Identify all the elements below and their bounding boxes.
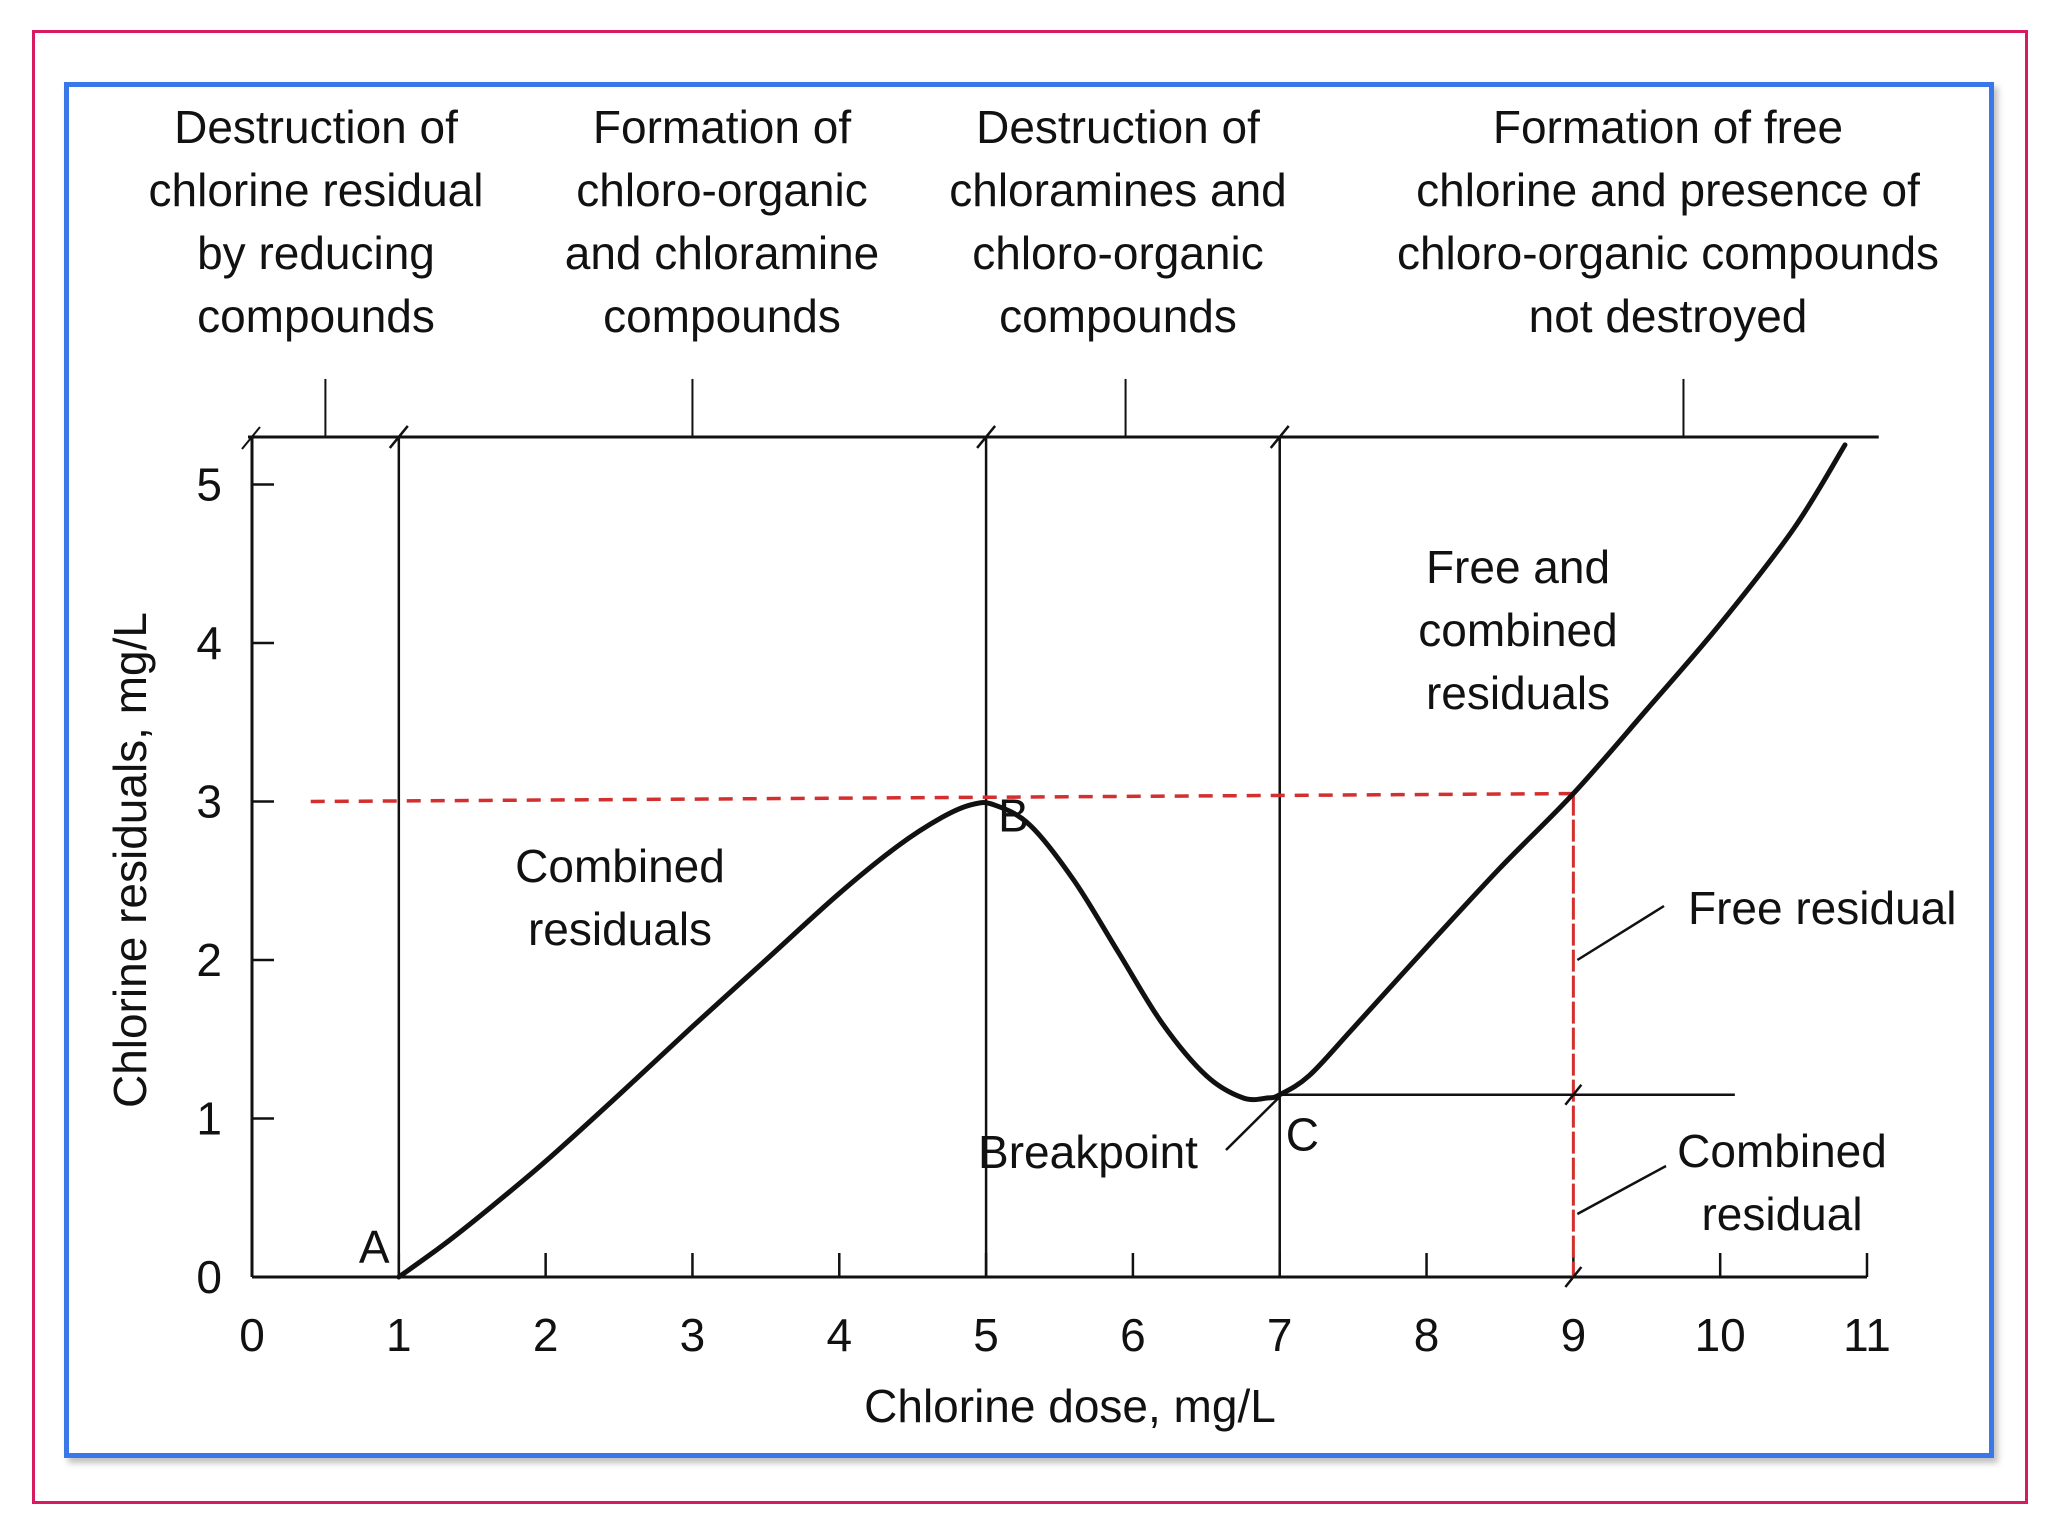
point-label-a: A	[359, 1221, 390, 1273]
boundary-tick-mark	[976, 425, 997, 449]
dashed-residual-level-line	[310, 791, 1574, 804]
region-label-4-line: not destroyed	[1529, 290, 1808, 342]
free-and-combined-label: Free and	[1426, 541, 1610, 593]
x-tick-label: 2	[533, 1309, 559, 1361]
region-label-3-line: chloro-organic	[972, 227, 1263, 279]
x-tick-label: 5	[973, 1309, 999, 1361]
region-label-2-line: compounds	[603, 290, 841, 342]
x-tick-label: 6	[1120, 1309, 1146, 1361]
combined-residuals-label: Combined	[515, 840, 725, 892]
chart-frame	[64, 82, 1994, 1458]
x-tick-label: 10	[1695, 1309, 1746, 1361]
region-label-3-line: chloramines and	[949, 164, 1287, 216]
y-tick-label: 2	[196, 934, 222, 986]
y-tick-label: 0	[196, 1251, 222, 1303]
annotation-group: A B C Combined residuals Free and combined resi…	[359, 541, 1957, 1273]
point-label-c: C	[1286, 1109, 1319, 1161]
combined-residual-label: residual	[1701, 1188, 1862, 1240]
dose-line-tick	[1564, 1266, 1583, 1288]
region-label-2-line: chloro-organic	[576, 164, 867, 216]
free-residual-leader-line	[1576, 904, 1665, 962]
boundary-tick-mark	[388, 425, 409, 449]
y-tick-label: 5	[196, 459, 222, 511]
combined-residual-leader-line	[1576, 1164, 1667, 1216]
combined-residuals-label: residuals	[528, 903, 712, 955]
free-residual-label: Free residual	[1688, 882, 1956, 934]
region-label-2-line: and chloramine	[565, 227, 880, 279]
breakpoint-leader-line	[1225, 1095, 1281, 1151]
x-tick-label: 3	[680, 1309, 706, 1361]
x-axis-title: Chlorine dose, mg/L	[864, 1380, 1276, 1432]
region-label-1-line: by reducing	[197, 227, 435, 279]
combined-residual-label: Combined	[1677, 1125, 1887, 1177]
x-tick-label: 0	[239, 1309, 265, 1361]
breakpoint-curve	[396, 442, 1848, 1280]
plot-frame	[241, 425, 1879, 1279]
free-and-combined-label: combined	[1418, 604, 1617, 656]
x-tick-label: 8	[1414, 1309, 1440, 1361]
y-axis-title: Chlorine residuals, mg/L	[104, 612, 156, 1108]
region-label-1-line: compounds	[197, 290, 435, 342]
boundary-tick-mark	[1269, 425, 1290, 449]
y-tick-label: 4	[196, 617, 222, 669]
region-label-4-line: chlorine and presence of	[1416, 164, 1920, 216]
region-label-1-line: chlorine residual	[149, 164, 484, 216]
dose-line-tick	[1564, 1083, 1583, 1106]
region-label-2-line: Formation of	[593, 101, 851, 153]
region-label-3-line: compounds	[999, 290, 1237, 342]
x-tick-label: 7	[1267, 1309, 1293, 1361]
outer-frame	[32, 30, 2028, 1504]
tick-group: 0 1 2 3 4 5 6 7 8 9 10 11 0 1 2 3 4 5	[196, 459, 1890, 1362]
x-tick-label: 4	[826, 1309, 852, 1361]
free-and-combined-label: residuals	[1426, 667, 1610, 719]
y-tick-label: 1	[196, 1093, 222, 1145]
x-tick-label: 11	[1843, 1309, 1891, 1361]
breakpoint-label: Breakpoint	[978, 1126, 1198, 1178]
region-header-group: Destruction of chlorine residual by reduci…	[149, 101, 1939, 437]
point-label-b: B	[998, 790, 1029, 842]
region-label-1-line: Destruction of	[174, 101, 458, 153]
y-tick-label: 3	[196, 776, 222, 828]
x-tick-label: 9	[1561, 1309, 1587, 1361]
x-tick-label: 1	[386, 1309, 412, 1361]
region-label-4-line: chloro-organic compounds	[1397, 227, 1939, 279]
region-label-4-line: Formation of free	[1493, 101, 1843, 153]
region-label-3-line: Destruction of	[976, 101, 1260, 153]
top-boundary-cap	[241, 426, 261, 450]
